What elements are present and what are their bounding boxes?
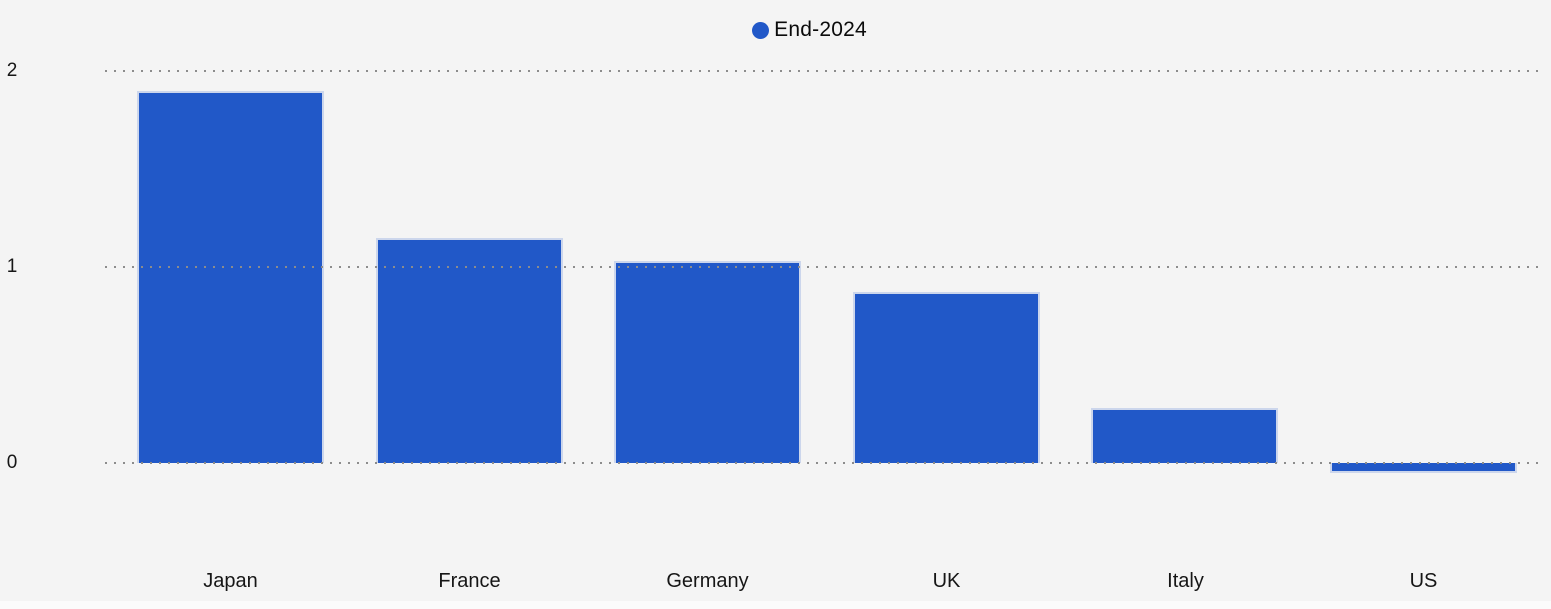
bar-italy[interactable] [1091, 408, 1278, 463]
legend-item-end-2024[interactable]: End-2024 [752, 18, 867, 42]
chart-footer-strip [0, 601, 1551, 609]
gridline-1 [105, 266, 1545, 268]
bar-japan[interactable] [137, 91, 324, 463]
x-axis-label-germany: Germany [666, 570, 749, 592]
x-axis-label-italy: Italy [1167, 570, 1204, 592]
bar-us[interactable] [1330, 463, 1517, 473]
gridline-2 [105, 70, 1545, 72]
chart-legend: End-2024 [0, 18, 1551, 42]
x-axis-label-japan: Japan [203, 570, 258, 592]
x-axis-label-us: US [1409, 570, 1438, 592]
legend-marker-icon [752, 21, 770, 39]
gridline-0 [105, 462, 1545, 464]
bar-germany[interactable] [614, 261, 801, 463]
y-axis-tick-label-0: 0 [6, 452, 18, 473]
bar-france[interactable] [376, 238, 563, 463]
y-axis-tick-label-2: 2 [6, 60, 18, 81]
x-axis-label-france: France [438, 570, 501, 592]
bar-uk[interactable] [853, 292, 1040, 463]
x-axis-label-uk: UK [932, 570, 961, 592]
y-axis-tick-label-1: 1 [6, 256, 18, 277]
legend-label: End-2024 [774, 18, 867, 41]
